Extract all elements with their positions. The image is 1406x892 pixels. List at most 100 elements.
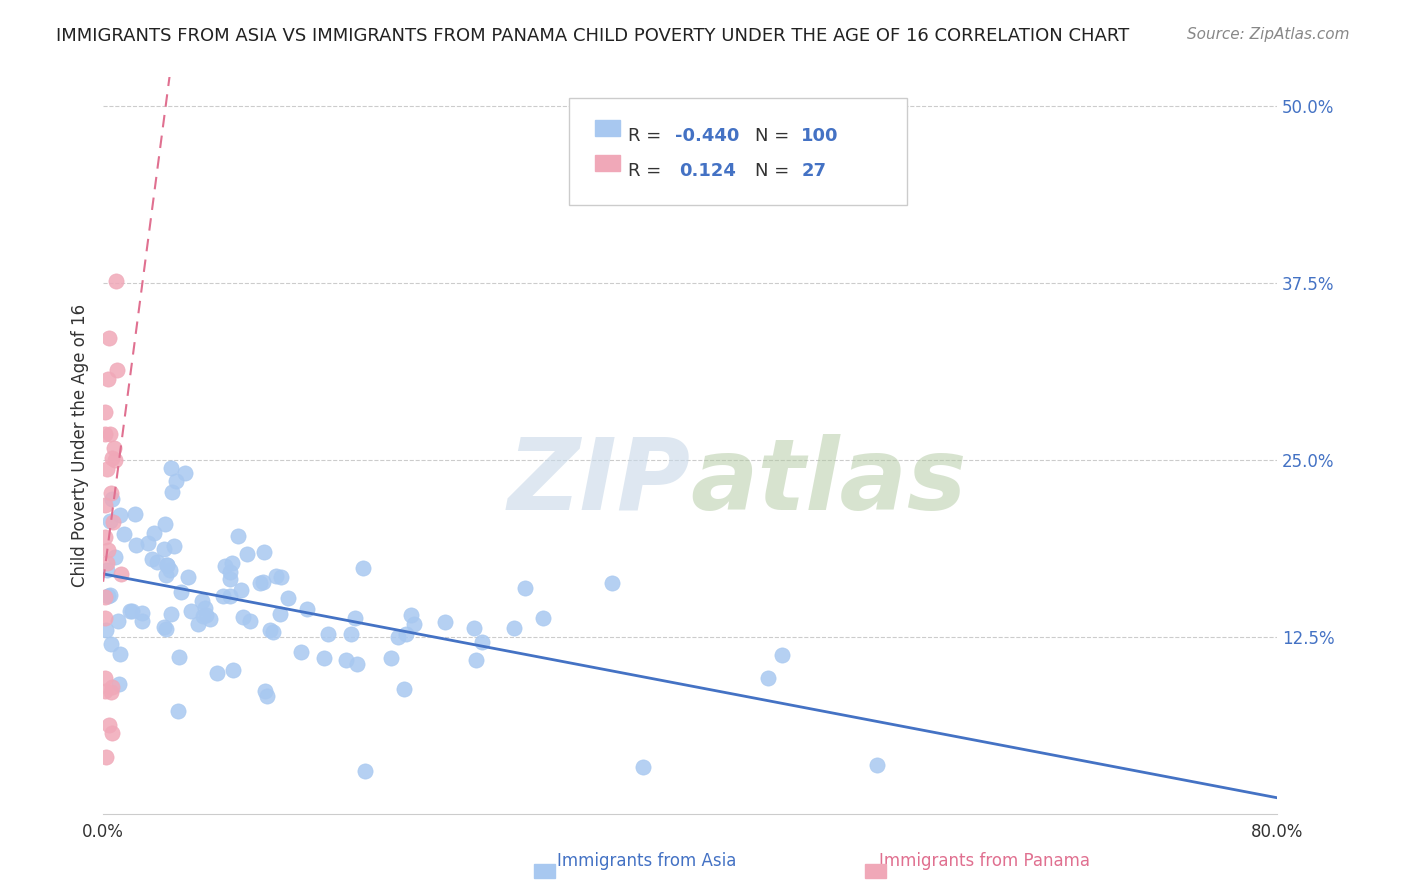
Point — [159, 563, 181, 577]
Point — [105, 274, 128, 288]
Text: 27: 27 — [801, 162, 827, 180]
Point — [221, 557, 243, 571]
Point — [229, 582, 252, 597]
Point — [101, 681, 124, 695]
Point — [94, 750, 117, 764]
Text: -0.440: -0.440 — [675, 127, 740, 145]
Point — [471, 635, 494, 649]
Point — [277, 591, 299, 606]
Point — [94, 623, 117, 637]
Point — [98, 588, 121, 602]
Point — [131, 606, 153, 620]
Point — [222, 664, 245, 678]
Point — [156, 558, 179, 572]
Point — [191, 594, 214, 608]
Point — [100, 450, 122, 465]
Point — [252, 575, 274, 590]
Point — [100, 492, 122, 507]
Text: atlas: atlas — [690, 434, 967, 531]
Point — [226, 529, 249, 543]
Point — [141, 552, 163, 566]
Point — [502, 621, 524, 635]
Point — [169, 649, 191, 664]
Point — [159, 607, 181, 621]
Point — [97, 542, 120, 557]
Point — [153, 541, 176, 556]
Point — [98, 331, 121, 345]
Point — [270, 570, 292, 584]
Point — [214, 558, 236, 573]
Point — [96, 556, 118, 570]
Text: R =: R = — [628, 162, 673, 180]
Text: Immigrants from Asia: Immigrants from Asia — [557, 852, 737, 870]
Point — [354, 764, 377, 778]
Point — [167, 704, 190, 718]
Point — [269, 607, 291, 621]
Point — [174, 467, 197, 481]
Point — [318, 627, 340, 641]
Point — [205, 665, 228, 680]
Point — [212, 589, 235, 603]
Point — [94, 498, 117, 512]
Point — [394, 681, 416, 696]
Point — [232, 609, 254, 624]
Point — [108, 508, 131, 522]
Point — [153, 619, 176, 633]
Point — [352, 561, 374, 575]
Text: ZIP: ZIP — [508, 434, 690, 531]
Point — [339, 626, 361, 640]
Point — [180, 604, 202, 618]
Point — [153, 517, 176, 532]
Point — [346, 657, 368, 671]
Point — [101, 725, 124, 739]
Point — [387, 631, 409, 645]
Point — [125, 538, 148, 552]
Point — [93, 684, 115, 698]
Point — [93, 611, 115, 625]
Point — [156, 558, 179, 572]
Point — [262, 625, 284, 640]
Point — [434, 615, 457, 629]
Point — [600, 575, 623, 590]
Point — [101, 515, 124, 529]
Point — [218, 572, 240, 586]
Point — [380, 651, 402, 665]
Point — [343, 611, 366, 625]
Point — [219, 565, 242, 579]
Point — [103, 442, 125, 456]
Point — [266, 569, 288, 583]
Point — [165, 474, 187, 488]
Point — [256, 689, 278, 703]
Text: N =: N = — [755, 162, 794, 180]
Point — [120, 603, 142, 617]
Point — [194, 600, 217, 615]
Point — [866, 757, 889, 772]
Point — [103, 452, 125, 467]
Point — [160, 460, 183, 475]
Point — [105, 363, 128, 377]
Point — [97, 589, 120, 603]
Point — [100, 685, 122, 699]
Text: Source: ZipAtlas.com: Source: ZipAtlas.com — [1187, 27, 1350, 42]
Point — [162, 485, 184, 500]
Point — [170, 585, 193, 599]
Point — [131, 614, 153, 628]
Point — [108, 677, 131, 691]
Point — [239, 614, 262, 628]
Point — [253, 683, 276, 698]
Text: R =: R = — [628, 127, 668, 145]
Point — [110, 647, 132, 661]
Point — [513, 581, 536, 595]
Point — [100, 485, 122, 500]
Point — [100, 637, 122, 651]
Point — [114, 526, 136, 541]
Point — [770, 648, 793, 662]
Text: IMMIGRANTS FROM ASIA VS IMMIGRANTS FROM PANAMA CHILD POVERTY UNDER THE AGE OF 16: IMMIGRANTS FROM ASIA VS IMMIGRANTS FROM … — [56, 27, 1129, 45]
Point — [200, 612, 222, 626]
Point — [98, 718, 121, 732]
Point — [93, 671, 115, 685]
Point — [193, 609, 215, 624]
Point — [98, 515, 121, 529]
Point — [402, 617, 425, 632]
Point — [124, 507, 146, 521]
